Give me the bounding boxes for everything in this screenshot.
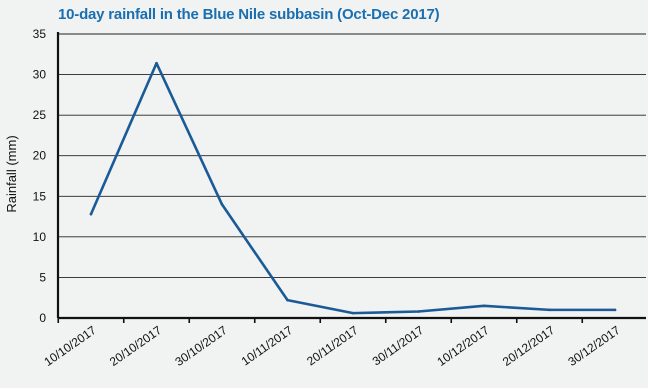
data-point [89, 212, 93, 216]
data-point [548, 308, 551, 312]
x-tick-label: 30/11/2017 [370, 323, 427, 369]
x-tick-label: 20/10/2017 [107, 323, 164, 369]
y-axis-title: Rainfall (mm) [4, 135, 19, 212]
data-point [220, 203, 224, 206]
series-layer [89, 61, 617, 315]
y-tick-label: 10 [33, 230, 47, 244]
x-tick-label: 10/10/2017 [41, 323, 98, 369]
series-line-0 [89, 61, 617, 315]
data-point [286, 298, 289, 302]
y-tick-label: 30 [33, 68, 47, 82]
data-point [417, 310, 420, 313]
y-tick-label: 20 [33, 149, 47, 163]
y-tick-label: 5 [39, 270, 46, 284]
x-tick-label: 10/11/2017 [239, 323, 296, 369]
data-point [155, 61, 158, 65]
y-tick-label: 35 [33, 27, 47, 41]
x-tick-label: 20/11/2017 [304, 323, 361, 369]
x-tick-label: 30/10/2017 [172, 323, 229, 369]
data-point [482, 304, 486, 308]
data-point [351, 311, 355, 315]
x-tick-label: 30/12/2017 [565, 323, 622, 369]
y-tick-label: 25 [33, 108, 47, 122]
grid-layer [58, 33, 646, 278]
axis-layer [56, 32, 646, 323]
data-point [613, 308, 617, 312]
x-tick-label: 10/12/2017 [434, 323, 491, 369]
x-tick-label: 20/12/2017 [500, 323, 557, 369]
y-tick-label: 0 [39, 311, 46, 325]
y-tick-label: 15 [33, 189, 47, 203]
chart-title: 10-day rainfall in the Blue Nile subbasi… [58, 6, 440, 23]
